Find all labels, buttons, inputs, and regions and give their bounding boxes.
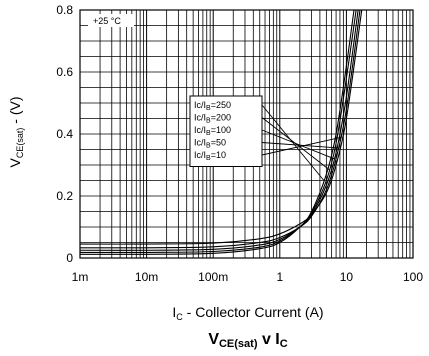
y-tick-label: 0.4 [56, 127, 73, 141]
legend-label-ratio: =200 [211, 113, 231, 123]
annotation-box [88, 14, 134, 27]
y-axis-label-prefix: V [7, 157, 23, 167]
legend-label-sub: B [206, 143, 211, 150]
chart-title-end-sub: C [280, 338, 288, 350]
legend-layer: Ic/IB=250Ic/IB=200Ic/IB=100Ic/IB=50Ic/IB… [189, 95, 343, 181]
curve-layer [79, 9, 363, 255]
x-tick-label: 1m [72, 270, 89, 284]
x-tick-label: 1 [276, 270, 283, 284]
legend-box [189, 95, 263, 167]
legend-leader-line [261, 142, 339, 149]
legend-label-sub: B [206, 105, 211, 112]
legend-label-prefix: Ic/I [194, 138, 206, 148]
chart-title-main-sub: CE(sat) [219, 338, 258, 350]
x-axis-label-prefix: I [172, 304, 176, 320]
legend-label-prefix: Ic/I [194, 113, 206, 123]
legend-label: Ic/IB=100 [194, 125, 231, 137]
y-axis-label: VCE(sat) - (V) [7, 97, 25, 168]
legend-label-sub: B [206, 155, 211, 162]
chart-title-mid: v I [258, 331, 280, 348]
legend-label: Ic/IB=50 [194, 138, 226, 150]
temperature-annotation: +25 °C [93, 16, 121, 26]
legend-label-sub: B [206, 130, 211, 137]
legend-label-prefix: Ic/I [194, 100, 206, 110]
y-axis-label-rest: - (V) [7, 97, 23, 128]
y-tick-label: 0.6 [56, 65, 73, 79]
plot-frame [79, 9, 414, 259]
y-tick-label: 0.8 [56, 3, 73, 17]
x-tick-label: 100m [198, 270, 228, 284]
legend-label-prefix: Ic/I [194, 125, 206, 135]
legend-label-sub: B [206, 118, 211, 125]
legend-label: Ic/IB=10 [194, 150, 226, 162]
legend-leader-line [261, 136, 343, 156]
series-line [79, 9, 361, 249]
y-axis-label-sub: CE(sat) [15, 128, 25, 159]
x-tick-label: 10 [340, 270, 354, 284]
y-tick-label: 0 [66, 251, 73, 265]
legend-label-ratio: =100 [211, 125, 231, 135]
legend-label-ratio: =50 [211, 138, 226, 148]
legend-label: Ic/IB=200 [194, 113, 231, 125]
chart-title: VCE(sat) v IC [208, 331, 287, 350]
grid-layer [79, 9, 414, 259]
legend-label-ratio: =10 [211, 150, 226, 160]
x-axis-label-sub: C [176, 312, 183, 322]
legend-label: Ic/IB=250 [194, 100, 231, 112]
x-tick-label: 100 [403, 270, 423, 284]
legend-leader-line [261, 129, 335, 160]
x-tick-label: 10m [135, 270, 158, 284]
x-axis-label-rest: - Collector Current (A) [183, 304, 324, 320]
legend-label-prefix: Ic/I [194, 150, 206, 160]
x-axis-label: IC - Collector Current (A) [172, 304, 323, 322]
tick-layer: 1m 10m 100m 1 10 100 0 0.2 0.4 0.6 0.8 [56, 3, 423, 284]
legend-label-ratio: =250 [211, 100, 231, 110]
y-tick-label: 0.2 [56, 189, 73, 203]
chart-title-main: V [208, 331, 219, 348]
series-line [79, 9, 363, 245]
